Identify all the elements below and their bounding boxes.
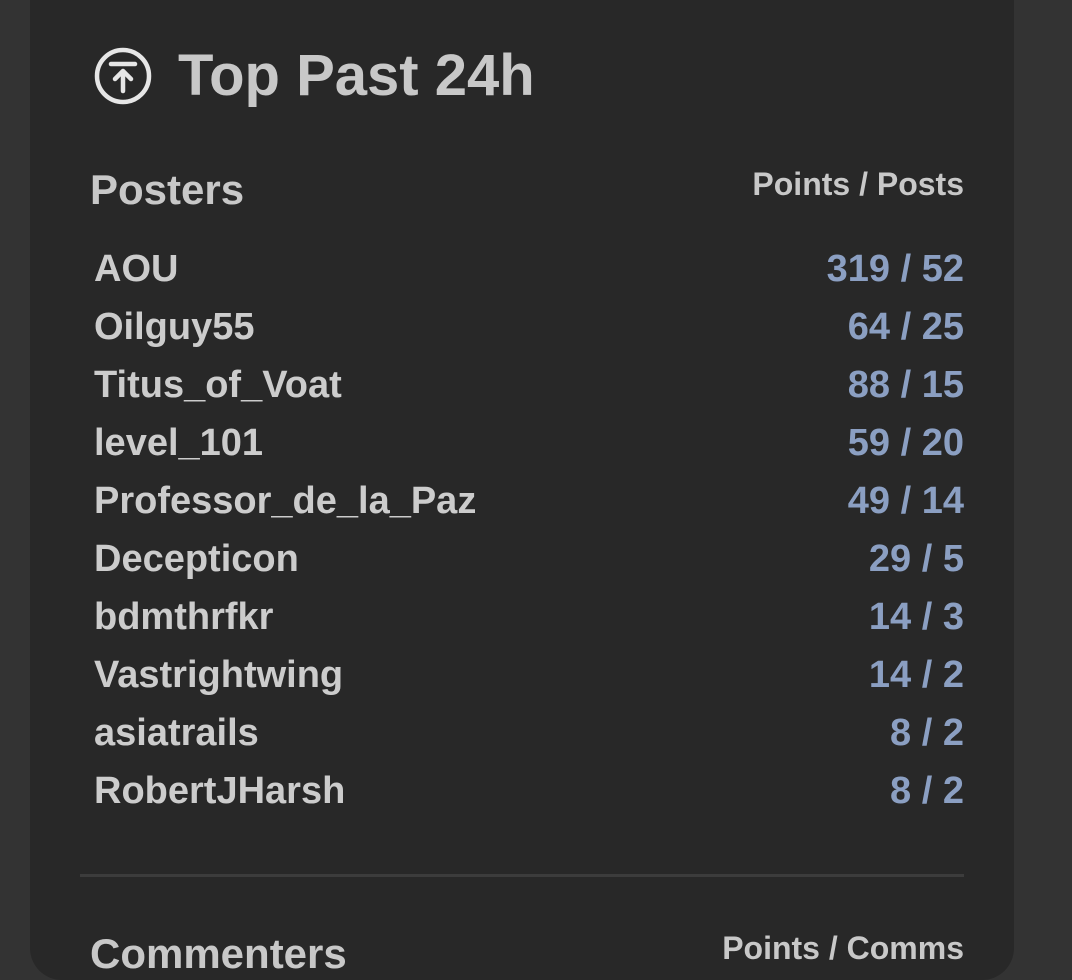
- poster-stats: 59 / 20: [847, 421, 964, 464]
- poster-stats: 64 / 25: [847, 305, 964, 348]
- poster-stats: 29 / 5: [868, 537, 964, 580]
- poster-stats: 49 / 14: [847, 479, 964, 522]
- poster-name[interactable]: level_101: [94, 421, 264, 464]
- poster-name[interactable]: Professor_de_la_Paz: [94, 479, 477, 522]
- list-item: Vastrightwing 14 / 2: [94, 646, 964, 704]
- posters-heading: Posters: [90, 166, 245, 213]
- list-item: Professor_de_la_Paz 49 / 14: [94, 472, 964, 530]
- poster-name[interactable]: bdmthrfkr: [94, 595, 274, 638]
- poster-name[interactable]: Oilguy55: [94, 305, 255, 348]
- commenters-header: Commenters Points / Comms: [90, 930, 964, 978]
- poster-stats: 14 / 2: [868, 653, 964, 696]
- posters-header: Posters Points / Posts: [90, 166, 964, 214]
- list-item: level_101 59 / 20: [94, 414, 964, 472]
- poster-name[interactable]: Vastrightwing: [94, 653, 344, 696]
- list-item: Decepticon 29 / 5: [94, 530, 964, 588]
- poster-stats: 8 / 2: [890, 711, 964, 754]
- poster-name[interactable]: AOU: [94, 247, 179, 290]
- posters-list: AOU 319 / 52 Oilguy55 64 / 25 Titus_of_Voa…: [94, 240, 964, 820]
- list-item: Titus_of_Voat 88 / 15: [94, 356, 964, 414]
- section-divider: [80, 874, 964, 877]
- poster-name[interactable]: asiatrails: [94, 711, 259, 754]
- commenters-columns-label: Points / Comms: [722, 930, 964, 966]
- card-title: Top Past 24h: [178, 43, 535, 108]
- list-item: bdmthrfkr 14 / 3: [94, 588, 964, 646]
- poster-stats: 319 / 52: [826, 247, 964, 290]
- list-item: RobertJHarsh 8 / 2: [94, 762, 964, 820]
- list-item: asiatrails 8 / 2: [94, 704, 964, 762]
- posters-columns-label: Points / Posts: [752, 166, 964, 202]
- poster-stats: 8 / 2: [890, 769, 964, 812]
- poster-name[interactable]: Decepticon: [94, 537, 299, 580]
- poster-name[interactable]: RobertJHarsh: [94, 769, 346, 812]
- poster-name[interactable]: Titus_of_Voat: [94, 363, 342, 406]
- poster-stats: 88 / 15: [847, 363, 964, 406]
- poster-stats: 14 / 3: [868, 595, 964, 638]
- commenters-heading: Commenters: [90, 930, 347, 977]
- list-item: AOU 319 / 52: [94, 240, 964, 298]
- list-item: Oilguy55 64 / 25: [94, 298, 964, 356]
- top-past-24h-card: [30, 0, 1014, 980]
- arrow-up-to-top-circle-icon: [94, 47, 152, 104]
- card-header: Top Past 24h: [94, 42, 535, 109]
